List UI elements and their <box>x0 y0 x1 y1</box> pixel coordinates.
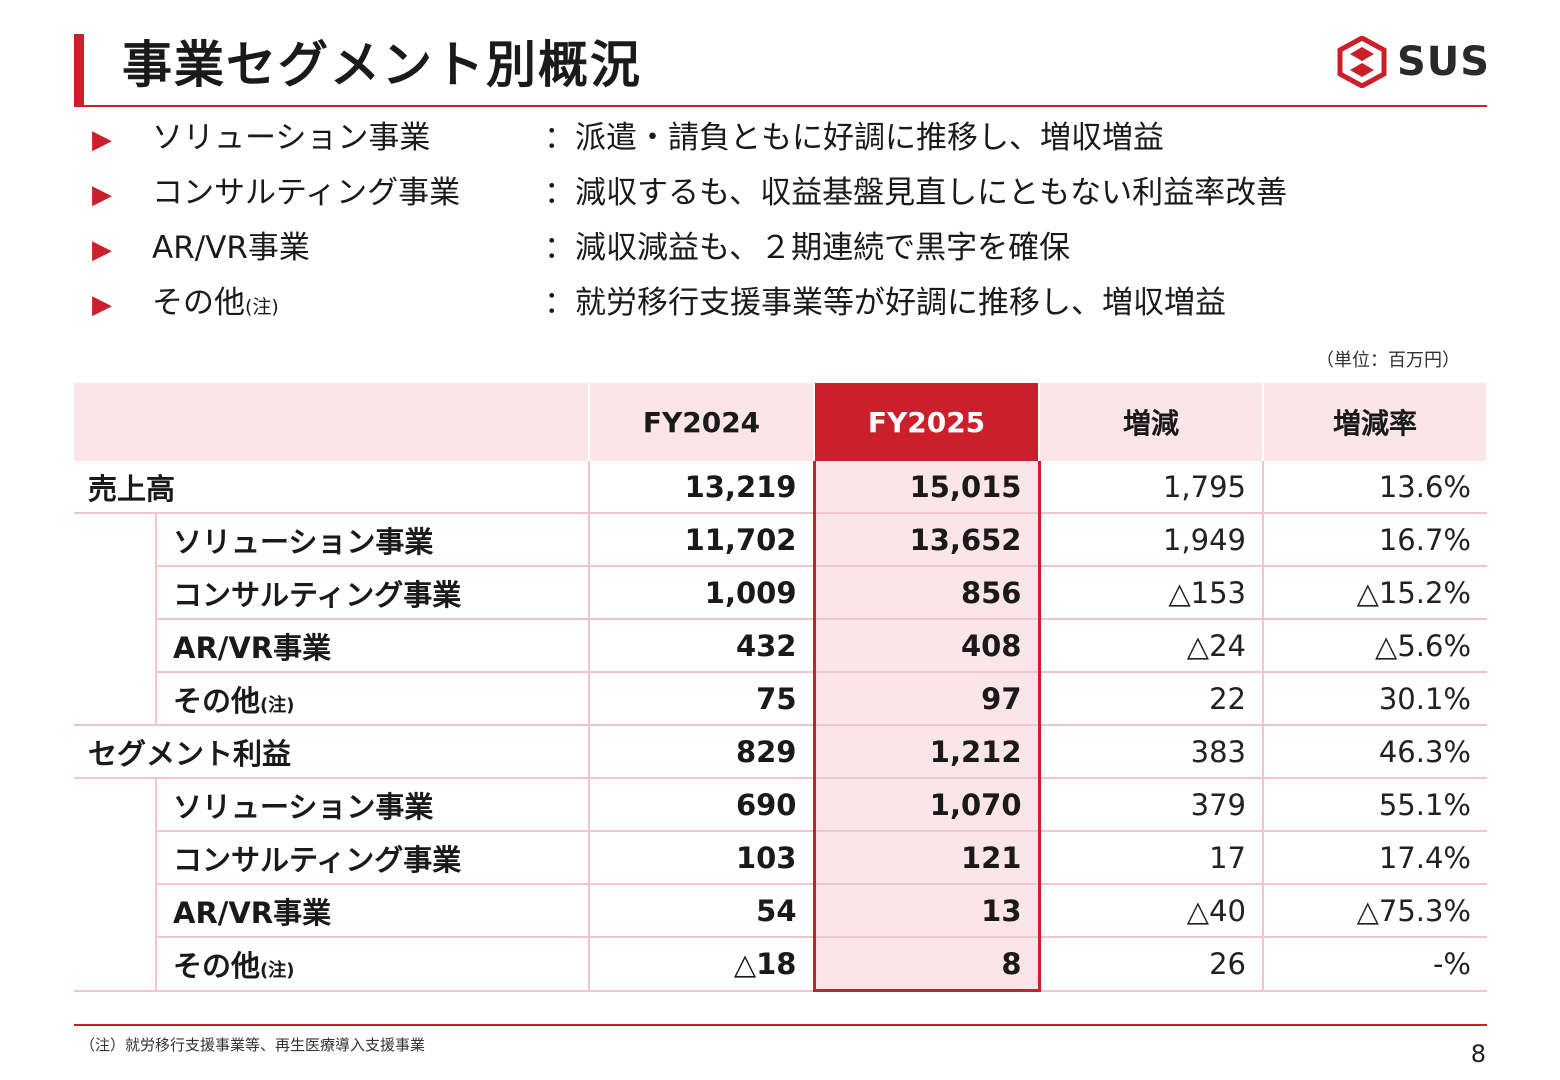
cell-rate: △15.2% <box>1262 566 1487 620</box>
page-title: 事業セグメント別概況 <box>122 36 642 94</box>
cell-change: 1,949 <box>1039 513 1263 567</box>
table-header-row: FY2024 FY2025 増減 増減率 <box>74 383 1488 461</box>
triangle-bullet-icon: ▶ <box>92 235 112 265</box>
row-label: その他(注) <box>155 672 589 726</box>
table-row: その他(注) 75 97 22 30.1% <box>74 672 1487 726</box>
row-label: その他(注) <box>155 937 589 992</box>
sus-logo-icon <box>1337 36 1387 88</box>
table-row: ソリューション事業 690 1,070 379 55.1% <box>74 778 1487 832</box>
cell-fy2025: 8 <box>812 937 1041 992</box>
bullet-description: ：派遣・請負ともに好調に推移し、増収増益 <box>544 120 1164 156</box>
header-fy2025: FY2025 <box>814 383 1040 461</box>
table-row: 売上高 13,219 15,015 1,795 13.6% <box>74 461 1487 514</box>
header-fy2024: FY2024 <box>589 383 815 461</box>
cell-rate: 16.7% <box>1262 513 1487 567</box>
cell-fy2025: 1,212 <box>812 725 1041 779</box>
row-label: コンサルティング事業 <box>155 831 589 885</box>
row-label: セグメント利益 <box>74 725 589 779</box>
cell-fy2024: 103 <box>588 831 814 885</box>
logo-text: SUS <box>1397 39 1491 85</box>
note-marker: (注) <box>245 296 279 318</box>
table-row: セグメント利益 829 1,212 383 46.3% <box>74 725 1487 779</box>
row-label: AR/VR事業 <box>155 619 589 673</box>
bullet-label: コンサルティング事業 <box>152 175 461 211</box>
cell-change: 379 <box>1039 778 1263 832</box>
cell-change: 383 <box>1039 725 1263 779</box>
bullet-description: ：減収するも、収益基盤見直しにともない利益率改善 <box>544 175 1288 211</box>
page-number: 8 <box>1470 1040 1486 1068</box>
cell-rate: 17.4% <box>1262 831 1487 885</box>
cell-fy2024: 13,219 <box>588 461 814 514</box>
cell-rate: 46.3% <box>1262 725 1487 779</box>
header-label-column <box>74 383 590 461</box>
cell-rate: △5.6% <box>1262 619 1487 673</box>
cell-change: △153 <box>1039 566 1263 620</box>
unit-label: （単位：百万円） <box>1316 350 1460 371</box>
triangle-bullet-icon: ▶ <box>92 180 112 210</box>
row-label: AR/VR事業 <box>155 884 589 938</box>
triangle-bullet-icon: ▶ <box>92 290 112 320</box>
cell-fy2025: 15,015 <box>812 461 1041 514</box>
cell-fy2025: 856 <box>812 566 1041 620</box>
title-divider <box>74 105 1487 107</box>
row-label: ソリューション事業 <box>155 513 589 567</box>
cell-fy2025: 1,070 <box>812 778 1041 832</box>
table-row: コンサルティング事業 103 121 17 17.4% <box>74 831 1487 885</box>
cell-fy2024: 829 <box>588 725 814 779</box>
bullet-description: ：就労移行支援事業等が好調に推移し、増収増益 <box>544 285 1226 321</box>
cell-rate: △75.3% <box>1262 884 1487 938</box>
table-row: ソリューション事業 11,702 13,652 1,949 16.7% <box>74 513 1487 567</box>
cell-fy2024: 75 <box>588 672 814 726</box>
cell-change: 22 <box>1039 672 1263 726</box>
bullet-item: ▶ AR/VR事業 ：減収減益も、２期連続で黒字を確保 <box>92 224 1492 279</box>
company-logo: SUS <box>1336 36 1491 88</box>
header-change-rate: 増減率 <box>1263 383 1488 461</box>
cell-fy2025: 97 <box>812 672 1041 726</box>
row-label: 売上高 <box>74 461 589 514</box>
cell-fy2024: 54 <box>588 884 814 938</box>
triangle-bullet-icon: ▶ <box>92 125 112 155</box>
cell-fy2024: 11,702 <box>588 513 814 567</box>
bullet-description: ：減収減益も、２期連続で黒字を確保 <box>544 230 1071 266</box>
cell-rate: 30.1% <box>1262 672 1487 726</box>
cell-rate: 13.6% <box>1262 461 1487 514</box>
summary-bullets: ▶ ソリューション事業 ：派遣・請負ともに好調に推移し、増収増益 ▶ コンサルテ… <box>92 114 1492 334</box>
header-change: 増減 <box>1039 383 1264 461</box>
row-label: ソリューション事業 <box>155 778 589 832</box>
bullet-item: ▶ コンサルティング事業 ：減収するも、収益基盤見直しにともない利益率改善 <box>92 169 1492 224</box>
table-row: AR/VR事業 54 13 △40 △75.3% <box>74 884 1487 938</box>
footer-divider <box>74 1024 1487 1026</box>
cell-rate: -% <box>1262 937 1487 992</box>
bullet-label: AR/VR事業 <box>152 230 310 266</box>
cell-fy2025: 13 <box>812 884 1041 938</box>
bullet-item: ▶ その他(注) ：就労移行支援事業等が好調に推移し、増収増益 <box>92 279 1492 334</box>
cell-fy2024: △18 <box>588 937 814 992</box>
table-row: その他(注) △18 8 26 -% <box>74 937 1487 992</box>
cell-change: 17 <box>1039 831 1263 885</box>
segment-table: FY2024 FY2025 増減 増減率 売上高 13,219 15,015 1… <box>74 383 1488 992</box>
table-row: AR/VR事業 432 408 △24 △5.6% <box>74 619 1487 673</box>
cell-change: △24 <box>1039 619 1263 673</box>
table-row: コンサルティング事業 1,009 856 △153 △15.2% <box>74 566 1487 620</box>
cell-fy2025: 408 <box>812 619 1041 673</box>
cell-fy2024: 432 <box>588 619 814 673</box>
cell-rate: 55.1% <box>1262 778 1487 832</box>
footnote: （注）就労移行支援事業等、再生医療導入支援事業 <box>80 1036 426 1054</box>
cell-change: △40 <box>1039 884 1263 938</box>
cell-fy2025: 121 <box>812 831 1041 885</box>
cell-fy2025: 13,652 <box>812 513 1041 567</box>
row-label: コンサルティング事業 <box>155 566 589 620</box>
cell-fy2024: 1,009 <box>588 566 814 620</box>
bullet-item: ▶ ソリューション事業 ：派遣・請負ともに好調に推移し、増収増益 <box>92 114 1492 169</box>
bullet-label: その他(注) <box>152 285 279 321</box>
cell-change: 1,795 <box>1039 461 1263 514</box>
cell-fy2024: 690 <box>588 778 814 832</box>
bullet-label: ソリューション事業 <box>152 120 431 156</box>
cell-change: 26 <box>1039 937 1263 992</box>
note-marker: (注) <box>260 694 295 716</box>
note-marker: (注) <box>260 959 295 981</box>
title-accent-bar <box>74 34 84 106</box>
